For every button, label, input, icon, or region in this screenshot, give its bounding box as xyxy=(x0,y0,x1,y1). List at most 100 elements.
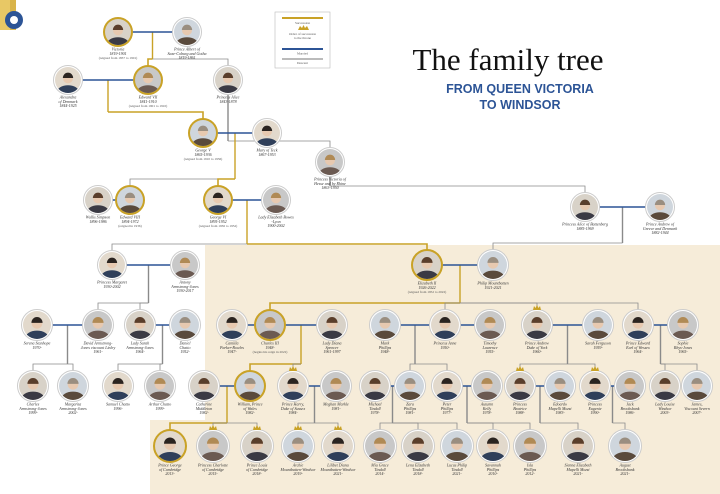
person-name: Armstrong-Jones xyxy=(170,284,199,289)
portrait xyxy=(616,372,644,400)
person xyxy=(513,429,547,463)
descent-line xyxy=(249,363,301,372)
descent-line xyxy=(612,422,626,431)
person-dates: 1863-1950 xyxy=(321,185,338,190)
descent-line xyxy=(67,363,74,372)
person-dates: 1950- xyxy=(440,345,450,350)
person-name: Arthur Chatto xyxy=(148,402,172,407)
portrait-hair xyxy=(179,317,191,323)
person-name: Prince George xyxy=(157,463,182,468)
person-name: Zara xyxy=(406,402,414,407)
person xyxy=(667,309,699,341)
person-name: Meghan Markle xyxy=(322,402,349,407)
person xyxy=(213,65,243,95)
portrait-body xyxy=(157,452,183,461)
portrait-body xyxy=(100,270,124,278)
crown xyxy=(591,366,599,371)
person xyxy=(579,366,611,402)
person-dates: 2021- xyxy=(333,471,343,476)
person-name: Serena Stanhope xyxy=(24,341,51,346)
person-name: Viscount Severn xyxy=(684,406,710,411)
person-note: (reigned from 1952 to 2022) xyxy=(408,290,447,294)
portrait xyxy=(396,372,424,400)
portrait-body xyxy=(255,138,279,146)
descent-line xyxy=(269,302,460,311)
portrait-body xyxy=(324,391,348,400)
portrait-body xyxy=(626,330,650,339)
portrait-body xyxy=(191,138,215,146)
portrait-hair xyxy=(134,317,146,323)
person-name: Charles III xyxy=(261,341,279,346)
portrait xyxy=(99,252,125,278)
descent-line xyxy=(147,58,153,67)
person-name: Lady Sarah xyxy=(130,341,150,346)
person-dates: 2014- xyxy=(375,471,385,476)
person xyxy=(103,17,133,47)
crown xyxy=(209,425,217,430)
person xyxy=(614,370,646,402)
portrait xyxy=(515,431,545,461)
portrait-hair xyxy=(324,154,336,161)
person-name: Timothy xyxy=(484,341,497,346)
portrait-body xyxy=(475,391,499,400)
descent-line xyxy=(97,302,149,311)
portrait-hair xyxy=(326,317,338,323)
person xyxy=(359,370,391,402)
portrait-hair xyxy=(106,257,118,264)
portrait xyxy=(479,251,507,279)
person-dates: 1865-1936 xyxy=(194,152,211,157)
person-name: David Armstrong- xyxy=(83,341,114,346)
portrait-body xyxy=(281,391,305,400)
person-name: Prince Harry, xyxy=(281,402,304,408)
person xyxy=(240,425,274,463)
portrait-hair xyxy=(404,378,416,384)
person-dates: 1983- xyxy=(555,410,565,415)
portrait xyxy=(371,311,399,339)
portrait xyxy=(205,187,231,213)
person-name: Phillips xyxy=(403,406,417,411)
portrait xyxy=(572,194,598,220)
person xyxy=(321,425,355,463)
portrait xyxy=(135,67,161,93)
person xyxy=(394,370,426,402)
person-name: of Cambridge xyxy=(202,467,224,472)
portrait-body xyxy=(415,270,439,279)
person-name: Sophie xyxy=(678,341,689,346)
person-name: Edoardo xyxy=(552,402,567,407)
portrait-hair xyxy=(264,317,276,323)
portrait-body xyxy=(363,391,387,400)
portrait-hair xyxy=(62,72,74,79)
portrait xyxy=(563,431,593,461)
person xyxy=(315,147,345,177)
portrait-body xyxy=(21,391,45,400)
person xyxy=(188,118,218,148)
portrait xyxy=(322,372,350,400)
person xyxy=(622,309,654,341)
person-dates: 1999- xyxy=(155,406,165,411)
portrait-hair xyxy=(531,317,543,323)
portrait xyxy=(478,431,508,461)
person-name: Mark xyxy=(380,341,390,346)
person-name: Brooksbank xyxy=(621,406,640,411)
person-dates: 1882-1944 xyxy=(651,230,668,235)
portrait-body xyxy=(373,330,397,339)
portrait-hair xyxy=(197,125,209,132)
person xyxy=(252,118,282,148)
person xyxy=(608,429,642,463)
portrait xyxy=(546,372,574,400)
person-name: Hesse and by Rhine xyxy=(313,181,346,186)
person-name: Duke of York xyxy=(526,345,548,350)
person-dates: 1996- xyxy=(113,406,123,411)
portrait-hair xyxy=(124,192,136,199)
portrait-body xyxy=(86,205,110,213)
person xyxy=(504,366,536,402)
person-name: Tindall xyxy=(412,467,424,472)
person-dates: 1961- xyxy=(93,349,103,354)
person-dates: 1982- xyxy=(199,410,209,415)
portrait-hair xyxy=(624,378,636,384)
portrait xyxy=(190,372,218,400)
person-name: Jones viscount Linley xyxy=(81,345,116,350)
person-dates: 1988- xyxy=(515,410,525,415)
portrait-body xyxy=(136,85,160,93)
